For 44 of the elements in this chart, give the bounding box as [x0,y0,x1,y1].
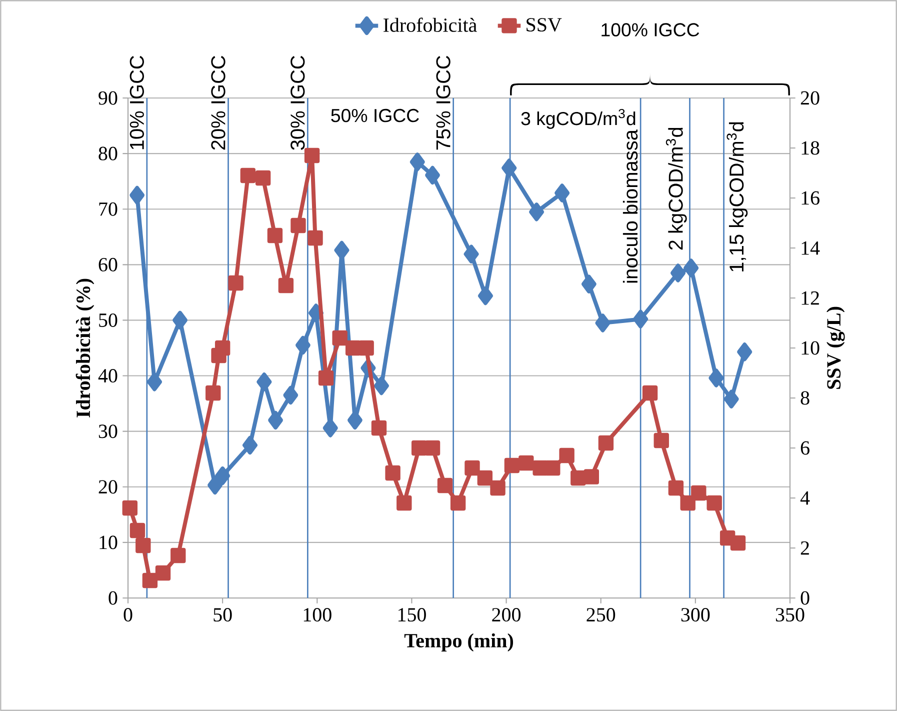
legend-label: Idrofobicità [384,18,477,32]
text: 100% IGCC [602,23,700,36]
y2-tick-label: 20 [800,91,820,105]
x-axis-title: Tempo (min) [404,633,514,652]
x-tick-label: 200 [492,608,521,622]
y-axis-title: Idrofobicità (%) [76,278,94,418]
ref-line-label: 20% IGCC [211,56,226,150]
x-tick-label: 300 [681,608,710,622]
y-tick-label: 0 [108,591,118,605]
y2-tick-label: 18 [802,141,820,155]
x-tick-label: 0 [124,608,132,622]
x-tick-label: 50 [214,608,232,622]
annotation: 3 kgCOD/m$^{3}$d [521,108,636,129]
x-tick-label: 150 [398,608,426,622]
y2-tick-label: 10 [802,341,820,355]
y2-tick-label: 8 [800,391,810,405]
annotation: 50% IGCC [331,108,419,122]
y2-axis-title: SSV (g/L) [826,306,845,389]
y-tick-label: 40 [98,369,118,383]
legend-label: SSV [526,18,562,32]
y-tick-label: 30 [98,424,118,438]
x-tick-label: 250 [586,608,616,622]
y-tick-label: 80 [98,146,118,160]
x-tick-label: 100 [304,608,332,622]
y-tick-label: 20 [98,480,118,494]
y-tick-label: 60 [98,258,118,272]
ref-line-label: 1,15 kgCOD/m$^{3}$d [726,122,748,272]
y-tick-label: 90 [98,91,118,105]
ref-line-label: 30% IGCC [290,56,305,150]
x-tick-label: 350 [776,608,804,622]
y-tick-label: 10 [100,536,118,550]
y2-tick-label: 14 [802,241,820,255]
y2-tick-label: 0 [800,591,810,605]
y2-tick-label: 2 [800,541,809,555]
ref-line-label: inoculo biomassa [622,129,638,283]
y2-tick-label: 12 [802,291,819,305]
ref-line-label: 75% IGCC [436,56,450,150]
y-tick-label: 70 [99,202,118,216]
y-tick-label: 50 [99,313,118,327]
y2-tick-label: 4 [800,491,810,505]
ref-line-label: 2 kgCOD/m$^{3}$d [666,128,687,250]
y2-tick-label: 6 [800,441,810,455]
ref-line-label: 10% IGCC [130,56,144,150]
y2-tick-label: 16 [802,191,820,205]
